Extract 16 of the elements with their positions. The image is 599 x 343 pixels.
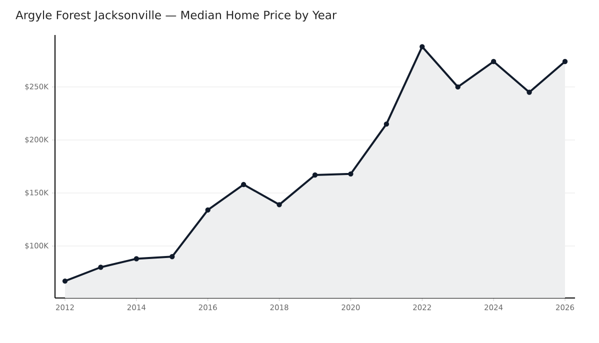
point: [490, 58, 496, 64]
point: [348, 171, 354, 177]
point: [384, 121, 390, 127]
point: [205, 207, 210, 213]
point: [62, 278, 68, 284]
point: [562, 58, 568, 64]
point: [455, 84, 460, 90]
chart-title: Argyle Forest Jacksonville — Median Home Price by Year: [16, 10, 337, 22]
point: [312, 172, 318, 178]
point: [98, 264, 104, 270]
point: [134, 256, 140, 262]
point: [240, 182, 246, 188]
point: [420, 44, 425, 50]
point: [526, 90, 532, 95]
point: [276, 202, 282, 208]
point: [170, 254, 175, 260]
